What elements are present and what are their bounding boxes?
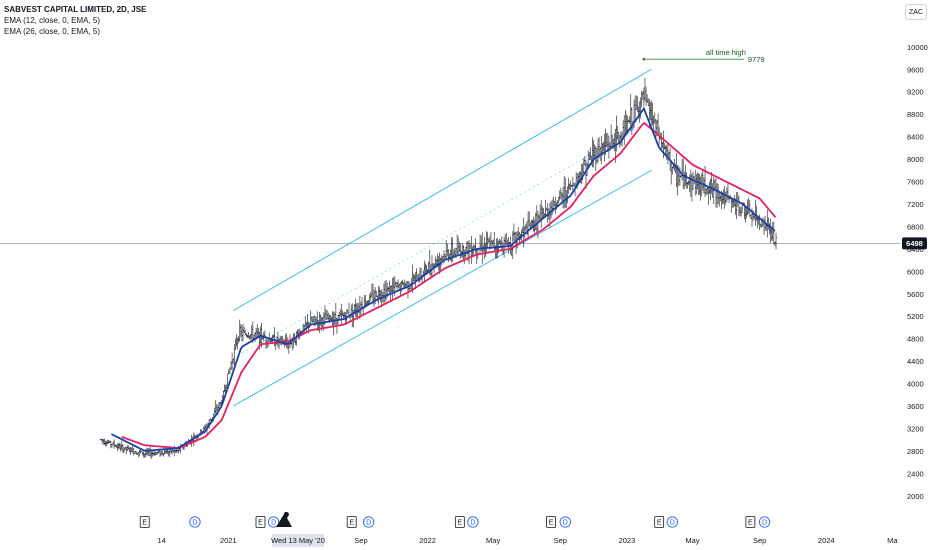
price-tick-label: 9200 [907,88,924,97]
time-tick-label: 14 [157,536,165,545]
earnings-icon[interactable] [546,516,556,528]
time-tick-label: Sep [554,536,567,545]
axis-badges: 6498 Wed 13 May '20 [271,237,927,547]
earnings-label: E [457,520,462,527]
dividend-label: D [271,520,276,527]
ema-fast-line [111,106,776,452]
time-tick-label: May [685,536,699,545]
time-tick-label: May [486,536,500,545]
regression-channel[interactable] [232,68,652,407]
ath-label: all time high [706,48,746,57]
price-tick-label: 2400 [907,469,924,478]
price-tick-label: 5600 [907,290,924,299]
earnings-label: E [549,520,554,527]
time-tick-label: 2022 [419,536,436,545]
time-axis[interactable]: 142021MaySep2022MaySep2023MaySep2024Ma [157,536,898,545]
earnings-icon[interactable] [654,516,665,528]
symbol-title[interactable]: SABVEST CAPITAL LIMITED, 2D, JSE [4,5,147,14]
price-tick-label: 5200 [907,312,924,321]
chart-legend: SABVEST CAPITAL LIMITED, 2D, JSE EMA (12… [4,4,146,37]
earnings-label: E [748,520,753,527]
price-tick-label: 3200 [907,424,924,433]
price-tick-label: 4800 [907,335,924,344]
dividend-icon[interactable] [758,516,771,528]
channel-upper-line[interactable] [232,68,652,311]
dividend-label: D [670,520,675,527]
dividend-label: D [762,520,767,527]
price-bars [99,78,778,460]
price-tick-label: 2800 [907,447,924,456]
last-price-badge [902,237,927,250]
hover-date-label: Wed 13 May '20 [271,536,325,545]
price-tick-label: 7200 [907,200,924,209]
earnings-label: E [258,520,263,527]
price-axis[interactable]: 2000 2400 2800 3200 3600 4000 4400 4800 5200 5600… [907,43,928,501]
price-tick-label: 6800 [907,222,924,231]
tradingview-logo[interactable] [276,511,292,527]
time-tick-label: Sep [354,536,367,545]
dividend-label: D [563,520,568,527]
price-tick-label: 6000 [907,267,924,276]
time-tick-label: 2021 [220,536,237,545]
ema-slow-legend[interactable]: EMA (26, close, 0, EMA, 5) [4,27,101,36]
earnings-icon[interactable] [454,516,465,528]
time-tick-label: 2023 [619,536,636,545]
ohlc-bar [774,232,778,250]
price-tick-label: 7600 [907,178,924,187]
price-tick-label: 8800 [907,110,924,119]
dividend-icon[interactable] [559,516,571,528]
dividend-label: D [470,520,475,527]
dividend-icon[interactable] [666,516,678,528]
price-tick-label: 4400 [907,357,924,366]
ema-fast-legend[interactable]: EMA (12, close, 0, EMA, 5) [4,16,101,25]
currency-button[interactable]: ZAC [905,4,927,20]
price-tick-label: 9600 [907,65,924,74]
earnings-label: E [349,520,354,527]
last-price-label: 6498 [906,239,923,248]
time-tick-label: 2024 [818,536,835,545]
earnings-icon[interactable] [255,516,266,528]
dividend-label: D [192,520,197,527]
dividend-icon[interactable] [267,516,280,528]
ema-slow-line [121,121,777,449]
price-tick-label: 4000 [907,380,924,389]
price-tick-label: 8000 [907,155,924,164]
time-tick-label: Ma [887,536,898,545]
earnings-icon[interactable] [745,516,756,528]
channel-mid-line[interactable] [233,119,652,359]
earnings-label: E [142,520,147,527]
time-tick-label: Sep [753,536,766,545]
hover-date-badge [272,534,324,547]
price-tick-label: 8400 [907,133,924,142]
dividend-icon[interactable] [189,516,201,528]
ath-value: 9779 [748,55,765,64]
earnings-label: E [657,520,662,527]
tradingview-logo-icon[interactable] [276,511,292,527]
price-tick-label: 10000 [907,43,928,52]
earnings-icon[interactable] [139,516,150,528]
dividend-label: D [366,520,371,527]
price-tick-label: 2000 [907,492,924,501]
channel-lower-line[interactable] [232,169,652,407]
earnings-icon[interactable] [346,516,357,528]
price-tick-label: 3600 [907,402,924,411]
dividend-icon[interactable] [467,516,479,528]
dividend-icon[interactable] [362,516,375,528]
